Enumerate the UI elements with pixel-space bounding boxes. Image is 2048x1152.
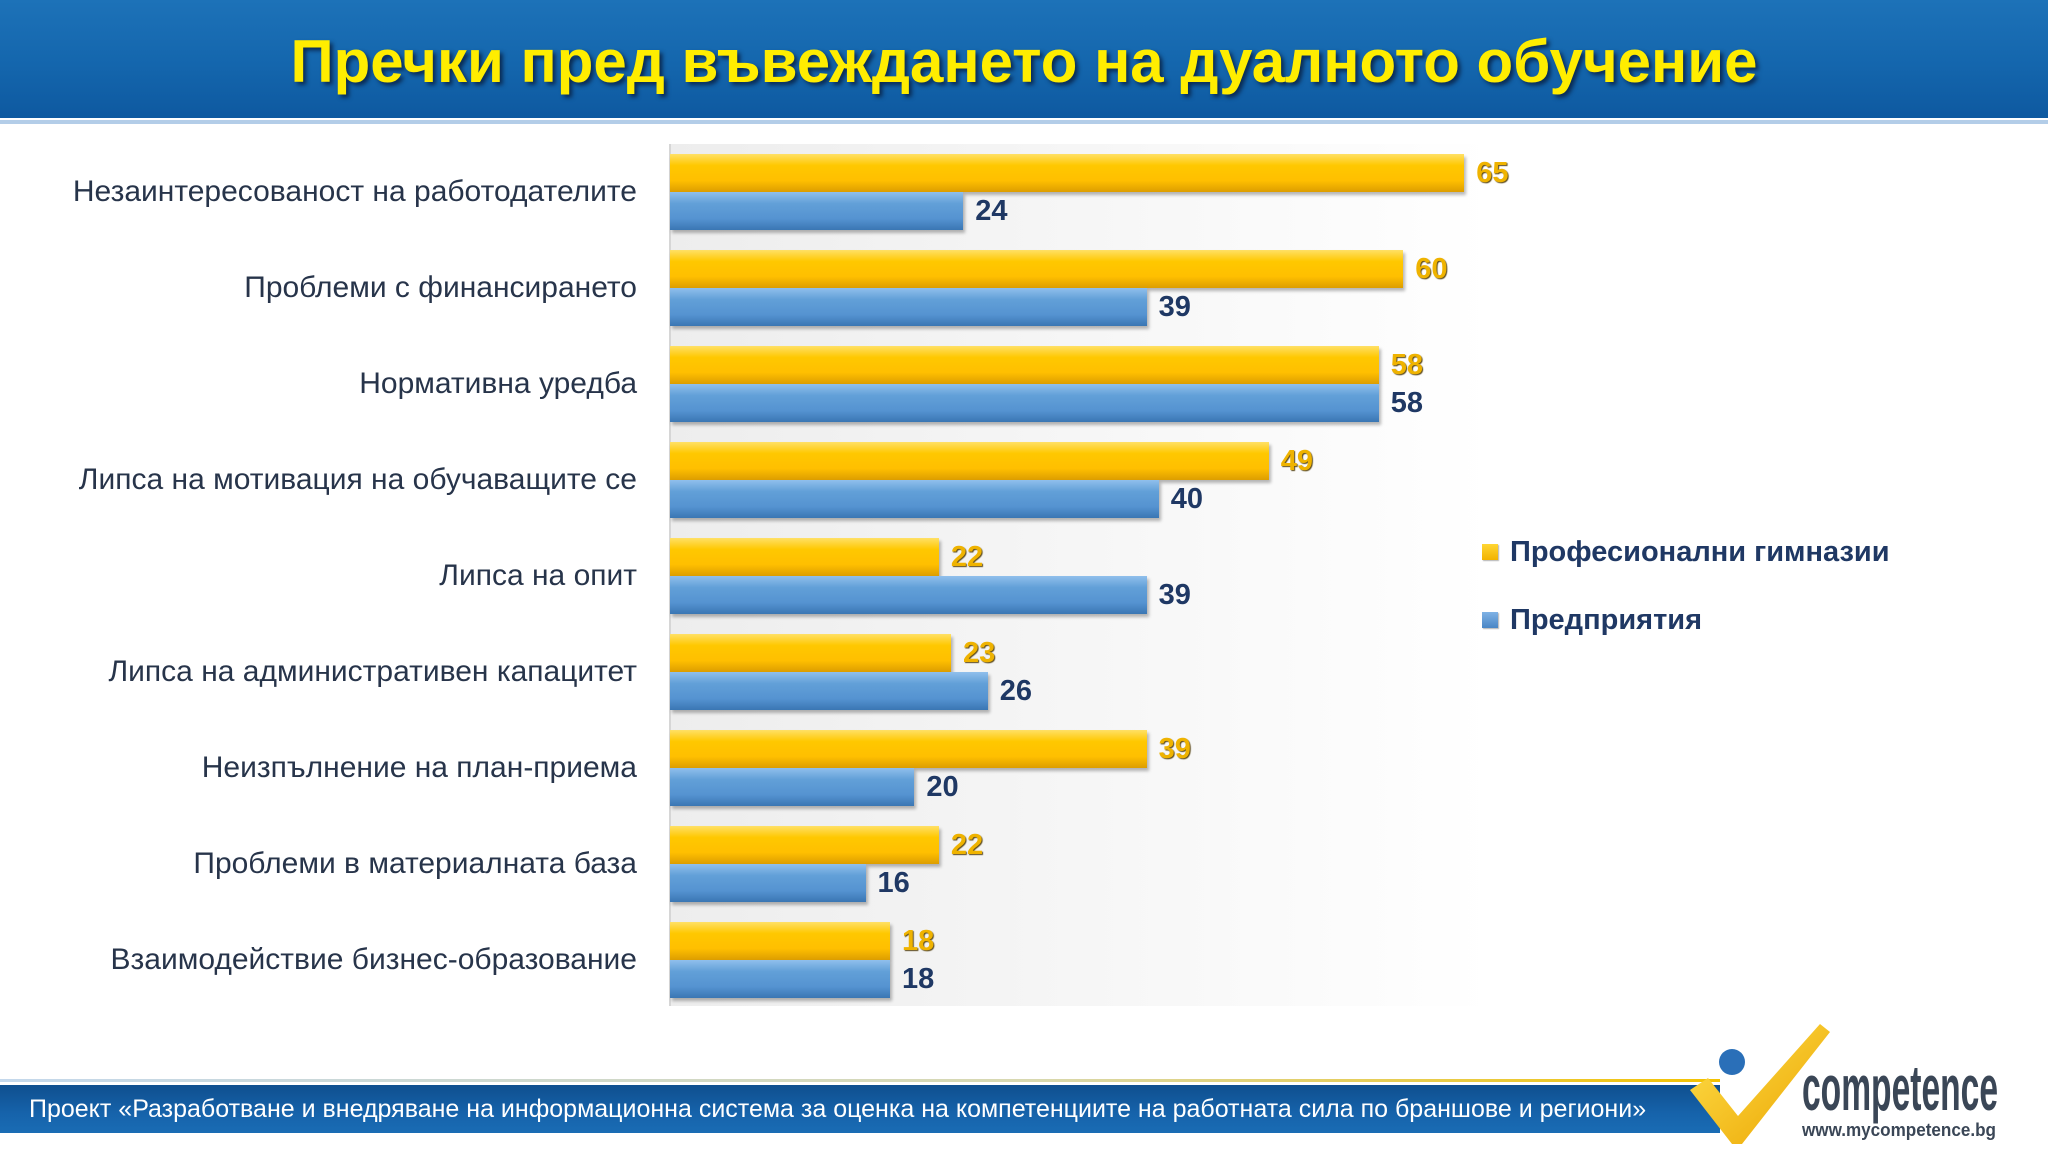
bar-series-1 — [670, 768, 915, 806]
bar-series-0 — [670, 826, 939, 864]
data-label-series-0: 18 — [901, 925, 935, 957]
bar-series-0 — [670, 922, 890, 960]
data-label-series-1: 58 — [1390, 387, 1424, 419]
legend-item-vocational-schools: Професионални гимназии — [1482, 532, 1982, 572]
category-label: Неизпълнение на план-приема — [201, 751, 637, 784]
logo-wordmark: competence — [1802, 1052, 1998, 1124]
bar-series-0 — [670, 250, 1404, 288]
legend-swatch-yellow — [1482, 544, 1498, 560]
header-band — [0, 0, 2048, 118]
data-label-series-1: 39 — [1158, 579, 1191, 611]
category-label: Проблеми в материалната база — [193, 847, 637, 880]
data-label-series-0: 65 — [1476, 157, 1509, 189]
category-label: Незаинтересованост на работодателите — [72, 175, 637, 208]
bar-series-0 — [670, 154, 1465, 192]
data-label-series-0: 22 — [950, 541, 984, 573]
bar-series-1 — [670, 384, 1379, 422]
footer-project-text: Проект «Разработване и внедряване на инф… — [29, 1095, 1647, 1123]
competence-logo: competence www.mycompetence.bg — [1801, 1052, 1998, 1140]
bar-series-0 — [670, 634, 952, 672]
bar-series-1 — [670, 192, 964, 230]
footer-band — [0, 1085, 1720, 1133]
bar-series-0 — [670, 346, 1379, 384]
bar-series-1 — [670, 960, 890, 998]
data-label-series-0: 49 — [1280, 445, 1314, 477]
data-label-series-1: 40 — [1170, 483, 1204, 515]
category-label: Липса на административен капацитет — [108, 655, 637, 688]
logo-website: www.mycompetence.bg — [1801, 1120, 1996, 1140]
footer-accent-line — [0, 1079, 1720, 1082]
legend-label: Предприятия — [1510, 604, 1703, 636]
bar-series-1 — [670, 576, 1147, 614]
header-divider — [0, 120, 2048, 124]
legend-label: Професионални гимназии — [1510, 536, 1890, 568]
data-label-series-1: 16 — [877, 867, 910, 899]
legend-swatch-blue — [1482, 612, 1498, 628]
data-label-series-1: 20 — [926, 771, 959, 803]
bar-series-1 — [670, 672, 988, 710]
data-label-series-0: 22 — [950, 829, 984, 861]
category-label: Нормативна уредба — [359, 367, 637, 400]
data-label-series-0: 23 — [963, 637, 996, 669]
bar-series-1 — [670, 864, 866, 902]
category-label: Липса на мотивация на обучаващите се — [78, 463, 637, 496]
bar-series-0 — [670, 730, 1147, 768]
category-label: Взаимодействие бизнес-образование — [110, 943, 638, 976]
data-label-series-1: 18 — [901, 963, 935, 995]
data-label-series-1: 26 — [999, 675, 1032, 707]
data-label-series-1: 24 — [975, 195, 1008, 227]
category-label: Проблеми с финансирането — [244, 271, 637, 304]
bar-series-0 — [670, 442, 1269, 480]
legend-item-enterprises: Предприятия — [1482, 600, 1982, 640]
bar-series-1 — [670, 480, 1159, 518]
bar-series-1 — [670, 288, 1147, 326]
slide-title: Пречки пред въвеждането на дуалното обуч… — [290, 28, 1758, 95]
data-label-series-1: 39 — [1158, 291, 1191, 323]
checkmark-person-icon — [1690, 1024, 1830, 1144]
data-label-series-0: 58 — [1390, 349, 1424, 381]
data-label-series-0: 39 — [1158, 733, 1191, 765]
category-label: Липса на опит — [439, 559, 637, 592]
data-label-series-0: 60 — [1415, 253, 1448, 285]
bar-series-0 — [670, 538, 939, 576]
